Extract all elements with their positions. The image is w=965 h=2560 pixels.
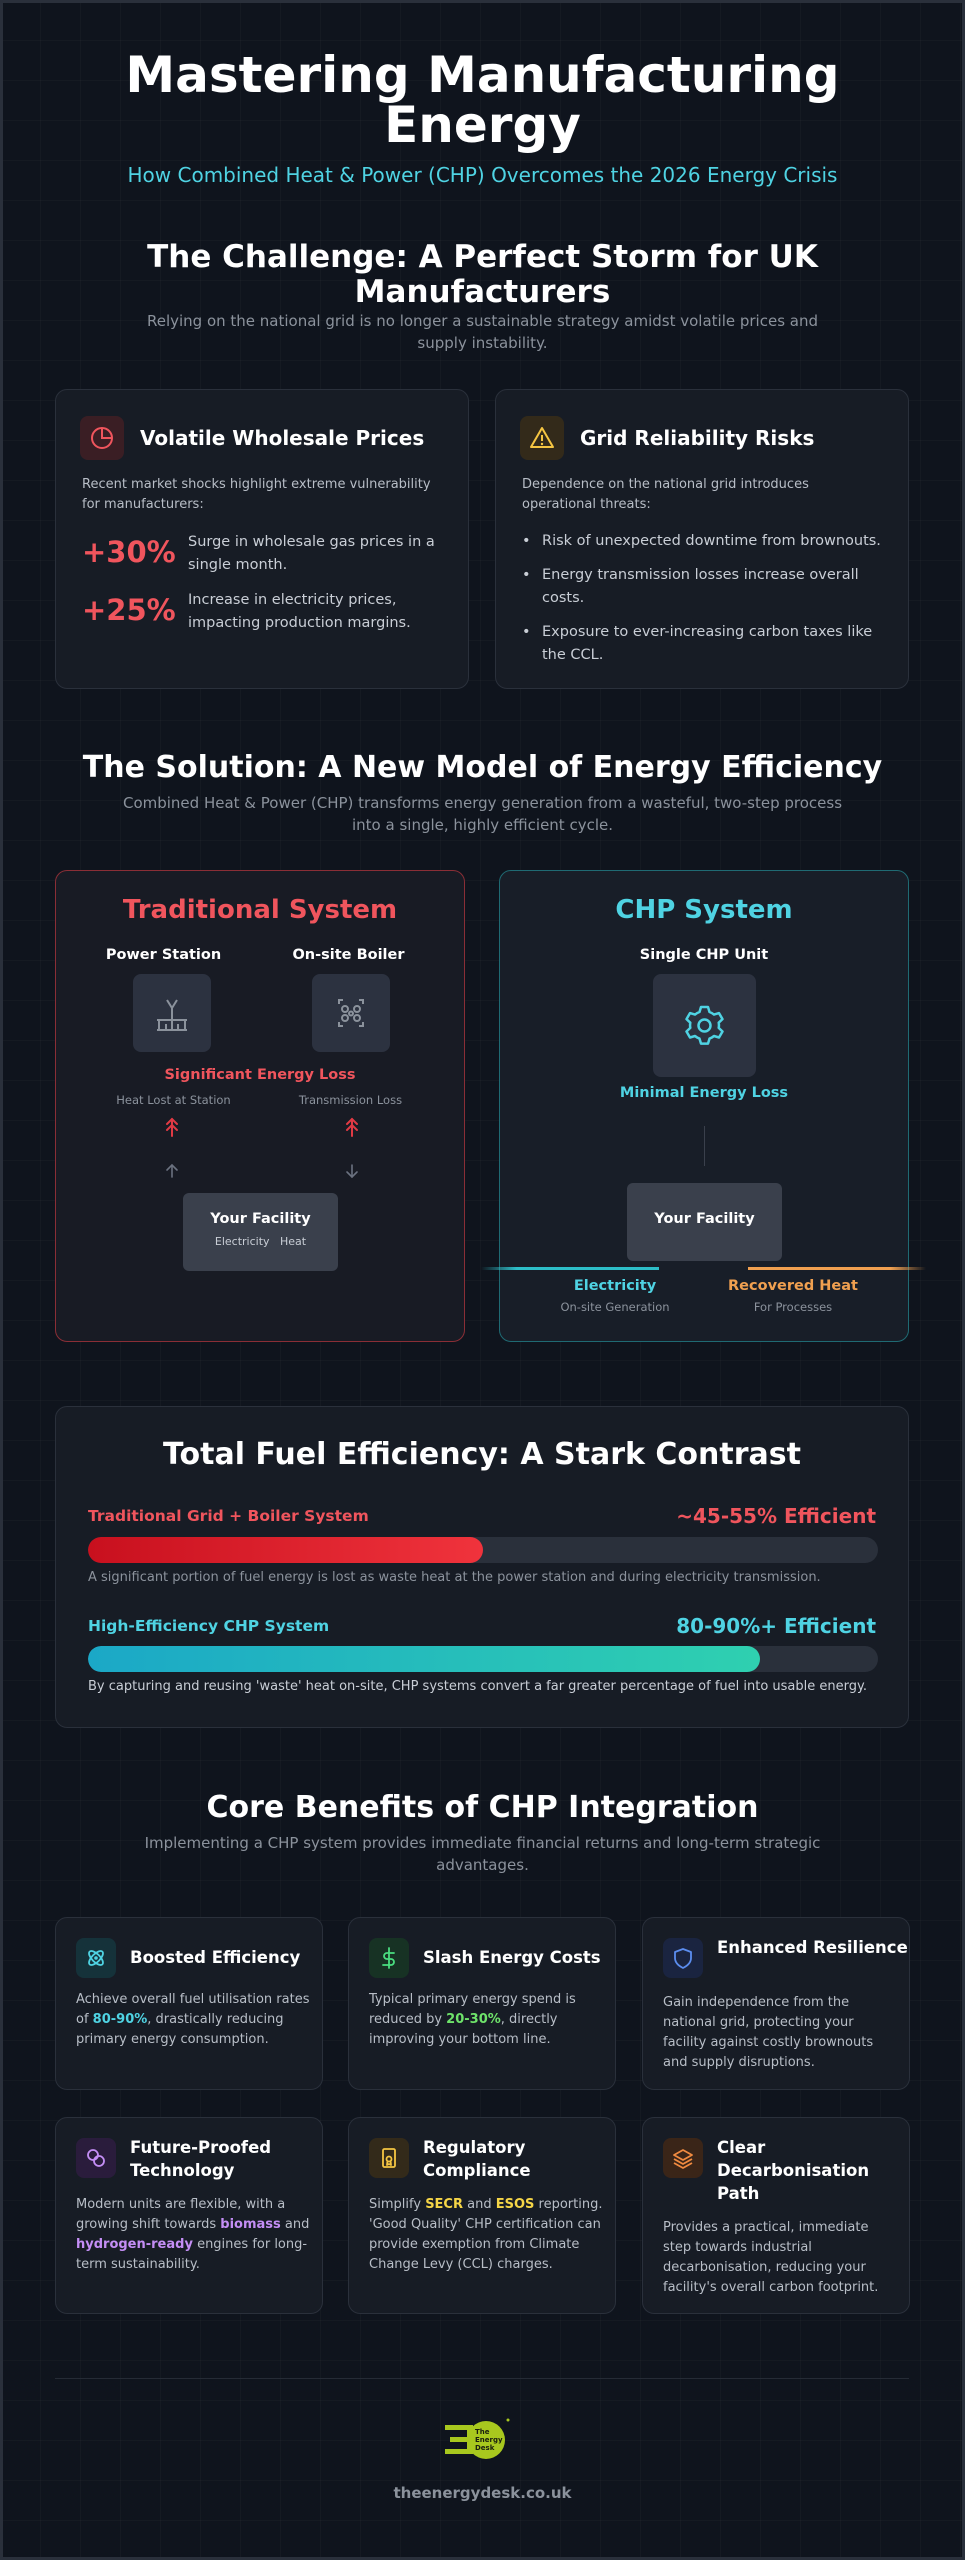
benefit-desc: Achieve overall fuel utilisation rates o… xyxy=(76,1992,310,2047)
benefit-card-costs: Slash Energy Costs Typical primary energ… xyxy=(348,1917,616,2090)
chp-system-card: CHP System Single CHP Unit Minimal Energ… xyxy=(499,870,909,1342)
heat-lost-label: Heat Lost at Station xyxy=(116,1093,231,1107)
solution-subtitle: Combined Heat & Power (CHP) transforms e… xyxy=(122,794,843,834)
benefits-title: Core Benefits of CHP Integration xyxy=(206,1790,759,1825)
chp-heat-label: Recovered Heat xyxy=(728,1278,858,1294)
chp-facility-box: Your Facility xyxy=(627,1183,782,1261)
benefits-subtitle: Implementing a CHP system provides immed… xyxy=(144,1834,821,1874)
traditional-efficiency-value: ~45-55% Efficient xyxy=(676,1504,876,1528)
arrow-down-icon xyxy=(344,1163,360,1183)
challenge-subtitle: Relying on the national grid is no longe… xyxy=(146,312,819,352)
page-subtitle: How Combined Heat & Power (CHP) Overcome… xyxy=(127,163,838,187)
grid-bullet: Energy transmission losses increase over… xyxy=(522,564,897,610)
atom-icon xyxy=(76,1938,116,1978)
benefit-title: Enhanced Resilience xyxy=(717,1938,908,1957)
chp-efficiency-value: 80-90%+ Efficient xyxy=(676,1614,876,1638)
logo-text: The Energy Desk xyxy=(475,2428,503,2452)
benefit-title: Slash Energy Costs xyxy=(423,1948,601,1967)
solution-title: The Solution: A New Model of Energy Effi… xyxy=(82,750,883,785)
chp-efficiency-bar xyxy=(88,1646,878,1672)
benefit-desc: Typical primary energy spend is reduced … xyxy=(369,1992,576,2047)
transmission-loss-arrow-icon xyxy=(343,1116,361,1142)
certificate-icon xyxy=(369,2138,409,2178)
efficiency-title: Total Fuel Efficiency: A Stark Contrast xyxy=(163,1437,801,1472)
grid-card: Grid Reliability Risks Dependence on the… xyxy=(495,389,909,689)
power-station-label: Power Station xyxy=(105,947,222,963)
benefit-desc: Simplify SECR and ESOS reporting. 'Good … xyxy=(369,2197,603,2272)
benefit-card-technology: Future-Proofed Technology Modern units a… xyxy=(55,2117,323,2314)
stat-text-gas: Surge in wholesale gas prices in a singl… xyxy=(188,534,435,573)
stat-value-electricity: +25% xyxy=(82,593,176,627)
shield-icon xyxy=(663,1938,703,1978)
layers-icon xyxy=(663,2138,703,2178)
traditional-efficiency-fill xyxy=(88,1537,483,1563)
grid-card-desc: Dependence on the national grid introduc… xyxy=(522,477,809,512)
facility-heat-label: Heat xyxy=(280,1235,307,1248)
grid-bullet: Risk of unexpected downtime from brownou… xyxy=(522,530,897,553)
traditional-facility-box: Your Facility Electricity Heat xyxy=(183,1193,338,1271)
heat-output-line xyxy=(748,1267,926,1270)
chp-electricity-sub: On-site Generation xyxy=(560,1300,670,1314)
electricity-output-line xyxy=(481,1267,659,1270)
facility-electricity-label: Electricity xyxy=(214,1235,270,1248)
stat-text-electricity: Increase in electricity prices, impactin… xyxy=(188,592,411,631)
benefit-title: Regulatory Compliance xyxy=(423,2138,531,2180)
dollar-icon xyxy=(369,1938,409,1978)
chp-connector-line xyxy=(704,1126,705,1166)
pie-chart-icon xyxy=(80,416,124,460)
chp-system-title: CHP System xyxy=(615,895,793,925)
traditional-efficiency-label: Traditional Grid + Boiler System xyxy=(88,1507,369,1525)
benefit-card-decarbonisation: Clear Decarbonisation Path Provides a pr… xyxy=(642,2117,910,2314)
traditional-system-title: Traditional System xyxy=(122,895,398,925)
efficiency-card: Total Fuel Efficiency: A Stark Contrast … xyxy=(55,1406,909,1728)
chp-efficiency-fill xyxy=(88,1646,760,1672)
grid-card-title: Grid Reliability Risks xyxy=(580,426,815,450)
significant-loss-label: Significant Energy Loss xyxy=(164,1067,356,1083)
chp-heat-sub: For Processes xyxy=(753,1300,833,1314)
transmission-loss-label: Transmission Loss xyxy=(298,1093,403,1107)
benefit-card-resilience: Enhanced Resilience Gain independence fr… xyxy=(642,1917,910,2090)
benefit-desc: Gain independence from the national grid… xyxy=(663,1995,874,2070)
energy-desk-logo[interactable]: The Energy Desk xyxy=(445,2414,521,2466)
traditional-system-card: Traditional System Power Station On-site… xyxy=(55,870,465,1342)
traditional-efficiency-note: A significant portion of fuel energy is … xyxy=(88,1570,821,1585)
minimal-loss-label: Minimal Energy Loss xyxy=(619,1085,789,1101)
benefit-title: Boosted Efficiency xyxy=(130,1948,301,1967)
traditional-facility-label: Your Facility xyxy=(210,1211,311,1227)
grid-bullet: Exposure to ever-increasing carbon taxes… xyxy=(522,621,897,667)
stat-value-gas: +30% xyxy=(82,535,176,569)
challenge-title: The Challenge: A Perfect Storm for UK Ma… xyxy=(147,239,818,310)
power-pylon-icon xyxy=(133,974,211,1052)
chp-efficiency-label: High-Efficiency CHP System xyxy=(88,1617,330,1635)
traditional-efficiency-bar xyxy=(88,1537,878,1563)
prices-card: Volatile Wholesale Prices Recent market … xyxy=(55,389,469,689)
benefit-title: Clear Decarbonisation Path xyxy=(717,2138,870,2203)
link-icon xyxy=(76,2138,116,2178)
warning-icon xyxy=(520,416,564,460)
arrow-up-icon xyxy=(164,1163,180,1183)
benefit-title: Future-Proofed Technology xyxy=(130,2138,272,2180)
heat-loss-arrow-icon xyxy=(163,1116,181,1142)
chp-facility-label: Your Facility xyxy=(654,1211,755,1227)
prices-card-title: Volatile Wholesale Prices xyxy=(140,426,425,450)
chp-efficiency-note: By capturing and reusing 'waste' heat on… xyxy=(88,1679,867,1694)
chp-electricity-label: Electricity xyxy=(573,1278,657,1294)
prices-card-desc: Recent market shocks highlight extreme v… xyxy=(82,477,431,512)
footer-divider xyxy=(55,2378,909,2379)
boiler-icon xyxy=(312,974,390,1052)
benefit-card-compliance: Regulatory Compliance Simplify SECR and … xyxy=(348,2117,616,2314)
benefit-desc: Modern units are flexible, with a growin… xyxy=(76,2197,310,2272)
benefit-card-efficiency: Boosted Efficiency Achieve overall fuel … xyxy=(55,1917,323,2090)
benefit-desc: Provides a practical, immediate step tow… xyxy=(663,2220,879,2295)
page-title: Mastering Manufacturing Energy xyxy=(125,46,840,154)
boiler-label: On-site Boiler xyxy=(292,947,405,963)
chp-unit-label: Single CHP Unit xyxy=(639,947,769,963)
footer-url[interactable]: theenergydesk.co.uk xyxy=(393,2484,572,2502)
gear-icon xyxy=(653,974,756,1077)
